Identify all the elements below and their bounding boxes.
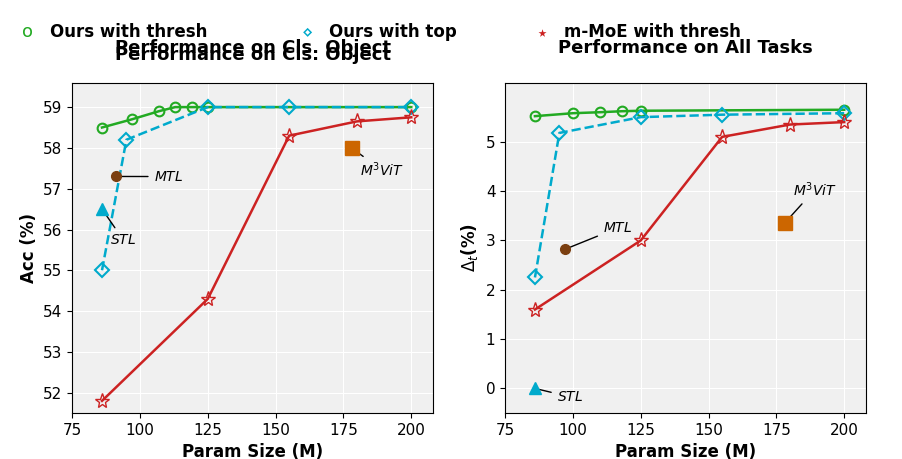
Text: Performance on All Tasks: Performance on All Tasks [558,39,813,57]
X-axis label: Param Size (M): Param Size (M) [615,443,756,459]
Text: $STL$: $STL$ [104,212,136,247]
Y-axis label: Acc (%): Acc (%) [20,213,38,283]
Text: m-MoE with thresh: m-MoE with thresh [564,23,741,41]
Text: Performance on Cls. Object: Performance on Cls. Object [115,46,391,64]
Text: Performance on Cls. Object: Performance on Cls. Object [115,39,391,57]
Text: $\diamond$: $\diamond$ [300,23,313,41]
X-axis label: Param Size (M): Param Size (M) [182,443,323,459]
Text: $MTL$: $MTL$ [567,221,632,248]
Text: $M^3ViT$: $M^3ViT$ [354,150,404,179]
Text: $MTL$: $MTL$ [118,169,183,184]
Text: o: o [22,23,32,41]
Text: $M^3ViT$: $M^3ViT$ [787,180,837,221]
Text: $STL$: $STL$ [538,389,583,404]
Text: Ours with top: Ours with top [329,23,457,41]
Text: $\star$: $\star$ [535,22,548,42]
Text: Ours with thresh: Ours with thresh [50,23,207,41]
Y-axis label: $\Delta_t$(%): $\Delta_t$(%) [459,224,480,272]
